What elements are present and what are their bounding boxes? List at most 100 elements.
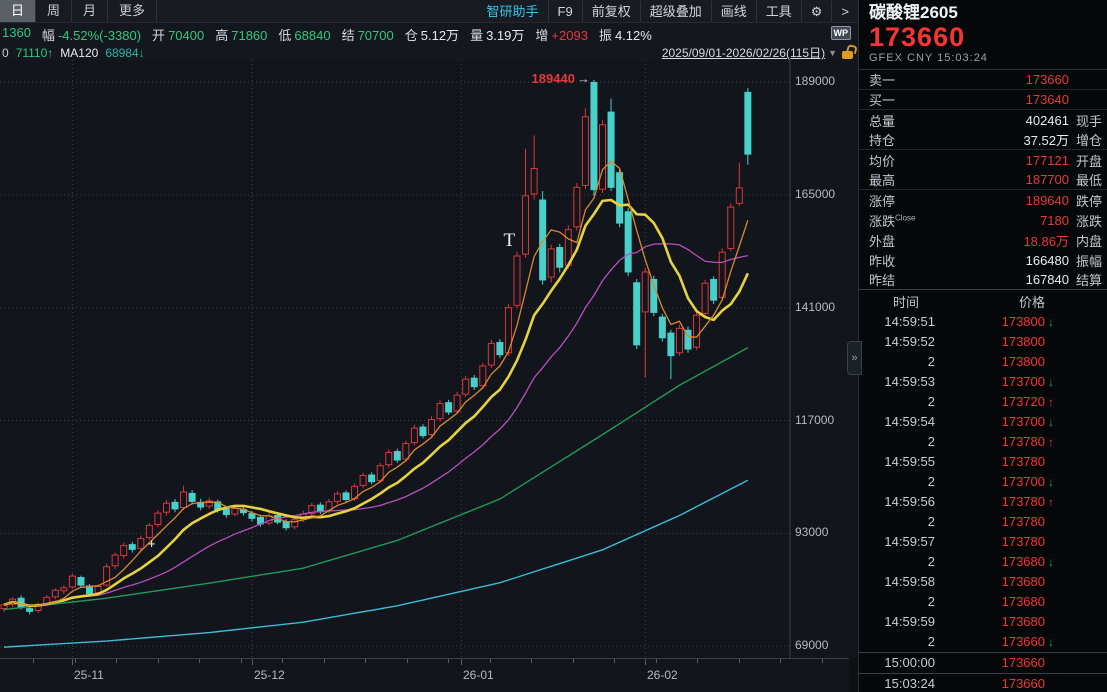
quote-field-label: 高 <box>215 27 229 43</box>
arrow-up-icon: ↑ <box>1048 435 1054 449</box>
text-drawing-marker: T <box>503 229 516 251</box>
tab-period-周[interactable]: 周 <box>36 0 73 22</box>
gear-icon[interactable]: ⚙ <box>800 0 832 22</box>
quote-row-label: 买一 <box>869 93 896 108</box>
tick-price: 173780 <box>1001 434 1045 449</box>
major-tick <box>72 659 73 665</box>
major-tick <box>252 659 253 665</box>
quote-fields: 1360 幅 -4.52%(-3380) 开 70400 高 71860 低 68840 结 707… <box>2 25 663 44</box>
quote-field-value: -4.52%(-3380) <box>57 27 142 43</box>
menu-item-超级叠加[interactable]: 超级叠加 <box>639 0 711 22</box>
unlock-icon[interactable] <box>842 50 853 59</box>
price-axis-label: 189000 <box>795 74 836 88</box>
time-axis-label: 25-11 <box>74 668 104 682</box>
quote-field-label: 量 <box>470 27 484 43</box>
quote-row-label: 外盘 <box>869 233 896 249</box>
tick-table-header: 时间 价格 <box>859 292 1107 312</box>
quote-header: 碳酸锂2605 173660 GFEX CNY 15:03:24 <box>859 0 1107 70</box>
minor-tick <box>697 659 698 663</box>
minor-tick <box>407 659 408 663</box>
tab-period-月[interactable]: 月 <box>72 0 109 22</box>
quote-row-涨停: 涨停 189640 跌停 <box>859 190 1107 210</box>
quote-row-label: 卖一 <box>869 73 896 88</box>
tick-price: 173700 <box>1001 374 1045 389</box>
tick-price: 173800 <box>1001 314 1045 329</box>
tick-time: 2 <box>927 354 935 369</box>
chevron-down-icon[interactable]: ▼ <box>828 47 837 58</box>
minor-tick <box>739 659 740 663</box>
panel-collapse-handle[interactable]: » <box>847 341 862 375</box>
candlestick-chart[interactable]: 189440 → T + 189000 165000 141000 117000 9300… <box>0 60 858 658</box>
minor-tick <box>573 659 574 663</box>
quote-field-label: 振 <box>598 27 612 43</box>
tick-time: 14:59:53 <box>884 374 935 389</box>
quote-field-label: 仓 <box>404 27 418 43</box>
quote-row-昨收: 昨收 166480 振幅 <box>859 250 1107 270</box>
quote-row-value: 187700 <box>1025 172 1069 187</box>
menu-item-F9[interactable]: F9 <box>547 0 582 22</box>
tab-period-更多[interactable]: 更多 <box>108 0 158 22</box>
arrow-right-icon: → <box>576 70 590 86</box>
quote-row-value: 37.52万 <box>1023 133 1069 148</box>
quote-row-value: 177121 <box>1025 152 1069 168</box>
minor-tick <box>75 659 76 663</box>
price-axis-label: 165000 <box>795 186 836 201</box>
tick-time: 14:59:58 <box>884 574 935 589</box>
quote-field: 结 70700 <box>342 25 394 44</box>
quote-row-value: 173640 <box>1025 92 1069 107</box>
assistant-button[interactable]: 智研助手 <box>486 3 539 19</box>
minor-tick <box>531 659 532 663</box>
wp-icon[interactable]: WP <box>830 26 851 40</box>
tick-row: 15:03:24 173660 <box>859 673 1107 692</box>
tab-period-日[interactable]: 日 <box>0 0 37 22</box>
quote-field-value: 4.12% <box>614 27 652 43</box>
arrow-down-icon: ↓ <box>1048 555 1054 569</box>
quote-row-label: 持仓 <box>869 133 896 148</box>
chevron-right-icon[interactable]: > <box>831 0 858 22</box>
chart-canvas[interactable] <box>0 60 858 658</box>
time-axis-label: 25-12 <box>254 668 285 682</box>
quote-field: 增 +2093 <box>535 25 588 44</box>
minor-tick <box>365 659 366 663</box>
quote-row-value: 18.86万 <box>1023 233 1069 249</box>
date-range-label[interactable]: 2025/09/01-2026/02/26(115日) <box>661 46 826 60</box>
quote-row-value: 167840 <box>1025 272 1069 287</box>
menu-item-前复权[interactable]: 前复权 <box>581 0 640 22</box>
tick-row: 14:59:57 173780 <box>859 532 1107 552</box>
quote-row-label2: 开盘 <box>1076 153 1103 169</box>
date-range-selector[interactable]: 2025/09/01-2026/02/26(115日) ▼ <box>662 44 858 61</box>
quote-field: 量 3.19万 <box>470 25 524 44</box>
tick-time: 14:59:55 <box>884 454 935 469</box>
menu-item-工具[interactable]: 工具 <box>755 0 801 22</box>
tick-row: 2 173780 ↑ <box>859 432 1107 452</box>
tick-price: 173780 <box>1001 454 1045 469</box>
tick-price: 173700 <box>1001 414 1045 429</box>
minor-tick <box>822 659 823 663</box>
quote-field-value: +2093 <box>551 27 588 43</box>
tick-time: 14:59:51 <box>884 314 935 329</box>
quote-row-label: 均价 <box>869 153 896 169</box>
contract-name: 碳酸锂2605 <box>869 3 958 22</box>
tick-time: 14:59:52 <box>884 334 935 349</box>
time-column-header: 时间 <box>893 295 920 310</box>
quote-row-label: 总量 <box>869 113 896 129</box>
minor-tick <box>780 659 781 663</box>
quote-field-label: 增 <box>535 27 549 43</box>
quote-row-label2: 现手 <box>1076 113 1103 129</box>
quote-row-label: 涨停 <box>869 193 896 209</box>
quote-row-label2: 结算 <box>1076 273 1103 288</box>
minor-tick <box>241 659 242 663</box>
quote-row-value: 166480 <box>1025 252 1069 268</box>
arrow-down-icon: ↓ <box>1048 635 1054 649</box>
arrow-down-icon: ↓ <box>1048 415 1054 429</box>
quote-row-value: 402461 <box>1025 112 1069 128</box>
tick-row: 2 173680 <box>859 592 1107 612</box>
quote-row-买一: 买一 173640 <box>859 90 1107 110</box>
ma-legend-item: 0 <box>2 45 9 60</box>
menu-item-画线[interactable]: 画线 <box>710 0 756 22</box>
quote-row-卖一: 卖一 173660 <box>859 70 1107 90</box>
tick-row: 14:59:58 173680 <box>859 572 1107 592</box>
quote-field-label: 开 <box>152 27 166 43</box>
ma-legend-item: 71110↑ <box>15 45 54 60</box>
quote-row-最高: 最高 187700 最低 <box>859 170 1107 190</box>
